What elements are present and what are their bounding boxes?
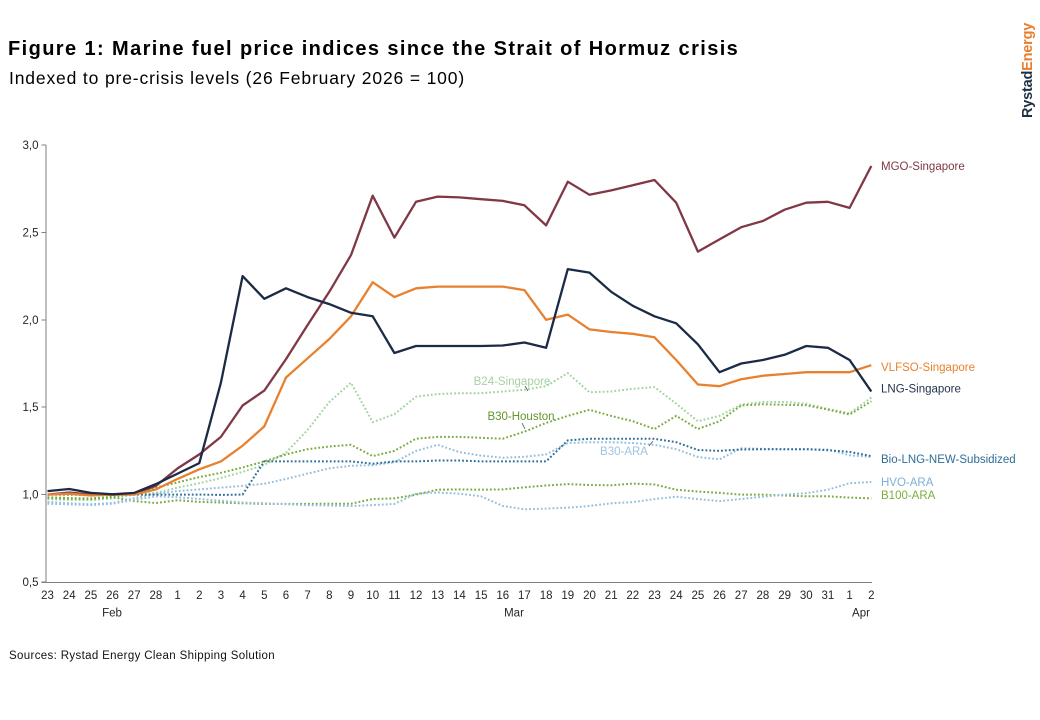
svg-text:20: 20 [583, 590, 596, 602]
svg-text:MGO-Singapore: MGO-Singapore [881, 161, 965, 173]
svg-text:2: 2 [868, 590, 874, 602]
svg-text:1,0: 1,0 [23, 490, 39, 502]
svg-text:12: 12 [410, 590, 423, 602]
svg-text:Mar: Mar [504, 608, 524, 620]
svg-text:7: 7 [304, 590, 310, 602]
svg-text:22: 22 [626, 590, 639, 602]
svg-text:B30-Houston: B30-Houston [487, 411, 554, 423]
svg-text:Feb: Feb [102, 608, 122, 620]
svg-text:30: 30 [800, 590, 813, 602]
svg-text:2,0: 2,0 [23, 315, 39, 327]
svg-text:14: 14 [453, 590, 466, 602]
svg-text:B100-ARA: B100-ARA [881, 490, 936, 502]
svg-text:2,5: 2,5 [23, 227, 39, 239]
svg-text:16: 16 [496, 590, 509, 602]
svg-text:11: 11 [388, 590, 400, 602]
svg-text:5: 5 [261, 590, 267, 602]
svg-text:1: 1 [846, 590, 852, 602]
svg-text:VLFSO-Singapore: VLFSO-Singapore [881, 362, 975, 374]
svg-text:24: 24 [670, 590, 683, 602]
svg-text:21: 21 [605, 590, 618, 602]
svg-text:0,5: 0,5 [23, 577, 39, 589]
svg-text:9: 9 [348, 590, 354, 602]
svg-text:13: 13 [431, 590, 444, 602]
svg-text:8: 8 [326, 590, 332, 602]
svg-text:23: 23 [648, 590, 661, 602]
svg-text:Bio-LNG-NEW-Subsidized: Bio-LNG-NEW-Subsidized [881, 454, 1016, 466]
svg-text:31: 31 [822, 590, 835, 602]
svg-text:10: 10 [366, 590, 379, 602]
svg-text:23: 23 [41, 590, 54, 602]
svg-text:19: 19 [561, 590, 574, 602]
svg-text:3,0: 3,0 [23, 140, 39, 152]
svg-text:26: 26 [106, 590, 119, 602]
svg-text:15: 15 [475, 590, 488, 602]
svg-text:28: 28 [757, 590, 770, 602]
svg-text:LNG-Singapore: LNG-Singapore [881, 384, 961, 396]
svg-text:25: 25 [85, 590, 98, 602]
svg-text:26: 26 [713, 590, 726, 602]
svg-text:6: 6 [283, 590, 289, 602]
svg-text:RystadEnergy: RystadEnergy [1020, 23, 1036, 118]
svg-text:17: 17 [518, 590, 531, 602]
svg-text:1: 1 [174, 590, 180, 602]
svg-text:4: 4 [239, 590, 246, 602]
svg-text:B24-Singapore: B24-Singapore [474, 376, 551, 388]
svg-text:Apr: Apr [852, 608, 870, 620]
svg-text:27: 27 [128, 590, 141, 602]
svg-text:3: 3 [218, 590, 224, 602]
svg-text:18: 18 [540, 590, 553, 602]
svg-text:2: 2 [196, 590, 202, 602]
svg-text:HVO-ARA: HVO-ARA [881, 477, 934, 489]
svg-text:B30-ARA: B30-ARA [600, 446, 648, 458]
svg-text:27: 27 [735, 590, 748, 602]
svg-text:28: 28 [150, 590, 163, 602]
svg-text:25: 25 [692, 590, 705, 602]
svg-text:24: 24 [63, 590, 76, 602]
svg-text:1,5: 1,5 [23, 402, 39, 414]
svg-text:29: 29 [778, 590, 791, 602]
